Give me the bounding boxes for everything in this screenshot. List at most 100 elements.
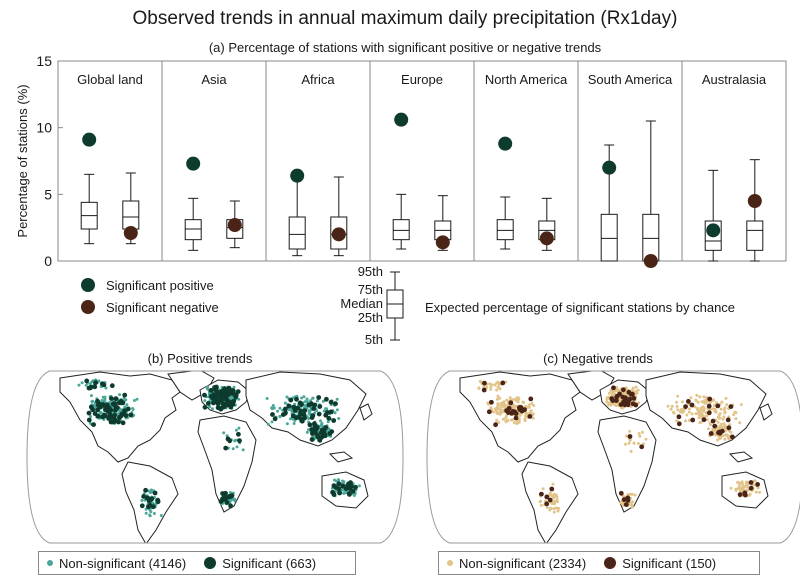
station-nonsignificant	[485, 386, 489, 389]
station-nonsignificant	[722, 408, 726, 412]
station-nonsignificant	[753, 479, 757, 483]
station-nonsignificant	[616, 389, 620, 393]
station-significant	[272, 416, 278, 422]
station-significant	[340, 483, 346, 489]
station-nonsignificant	[666, 404, 670, 408]
station-nonsignificant	[670, 404, 674, 408]
station-significant	[299, 402, 304, 407]
station-significant	[712, 423, 718, 429]
station-significant	[626, 398, 631, 404]
station-significant	[323, 425, 329, 430]
station-nonsignificant	[311, 396, 315, 400]
station-nonsignificant	[530, 402, 534, 405]
station-significant	[623, 502, 629, 507]
chance-box	[80, 173, 98, 245]
station-nonsignificant	[556, 509, 560, 513]
station-significant	[220, 402, 226, 407]
station-nonsignificant	[502, 404, 505, 408]
station-nonsignificant	[606, 396, 610, 400]
station-nonsignificant	[307, 417, 311, 420]
station-nonsignificant	[231, 447, 235, 451]
station-nonsignificant	[477, 386, 481, 390]
chance-box	[434, 195, 452, 251]
station-significant	[690, 417, 696, 423]
station-nonsignificant	[728, 423, 732, 427]
station-significant	[337, 490, 342, 496]
station-nonsignificant	[235, 445, 239, 449]
station-nonsignificant	[489, 387, 493, 391]
station-nonsignificant	[203, 399, 207, 403]
station-significant	[343, 486, 349, 492]
station-nonsignificant	[125, 403, 129, 407]
station-nonsignificant	[636, 442, 640, 445]
station-nonsignificant	[514, 421, 518, 425]
station-nonsignificant	[152, 512, 156, 515]
station-significant	[213, 395, 218, 400]
station-significant	[621, 399, 626, 405]
station-significant	[715, 403, 721, 409]
key-label-95th: 95th	[358, 264, 383, 279]
station-significant	[328, 409, 334, 415]
station-significant	[311, 406, 317, 411]
station-significant	[95, 402, 101, 408]
station-nonsignificant	[698, 395, 702, 399]
station-nonsignificant	[716, 420, 720, 424]
station-nonsignificant	[711, 399, 715, 402]
station-significant	[212, 385, 218, 390]
y-axis: 0 5 10 15	[36, 53, 63, 269]
station-significant	[208, 388, 214, 393]
station-nonsignificant	[684, 419, 687, 423]
legend-negative-marker	[81, 300, 95, 314]
station-significant	[213, 399, 219, 405]
station-significant	[707, 396, 713, 402]
station-nonsignificant	[725, 403, 729, 407]
station-nonsignificant	[709, 423, 712, 427]
station-nonsignificant	[758, 490, 762, 494]
station-significant	[710, 418, 716, 424]
station-nonsignificant	[718, 416, 722, 420]
station-nonsignificant	[512, 397, 516, 401]
station-significant	[481, 387, 487, 393]
panel-b-title: (b) Positive trends	[148, 351, 253, 366]
key-label-75th: 75th	[358, 282, 383, 297]
station-nonsignificant	[100, 399, 104, 402]
station-nonsignificant	[342, 492, 346, 495]
legend-positive-label: Significant positive	[106, 278, 214, 293]
station-nonsignificant	[699, 408, 703, 412]
station-nonsignificant	[552, 507, 556, 511]
station-nonsignificant	[627, 493, 631, 497]
station-significant	[120, 400, 126, 406]
station-significant	[706, 403, 712, 409]
station-significant	[288, 397, 294, 403]
station-significant	[493, 422, 498, 428]
station-nonsignificant	[722, 415, 726, 419]
station-nonsignificant	[278, 414, 282, 418]
station-significant	[621, 497, 627, 503]
station-significant	[223, 445, 229, 451]
station-significant	[90, 407, 95, 413]
station-nonsignificant	[721, 434, 725, 438]
station-nonsignificant	[335, 397, 339, 401]
legend-negative-label: Significant negative	[106, 300, 219, 315]
station-nonsignificant	[108, 400, 112, 404]
station-significant	[101, 382, 107, 388]
station-nonsignificant	[103, 399, 107, 403]
station-significant	[686, 399, 691, 404]
region-label: Africa	[301, 72, 335, 87]
key-label-25th: 25th	[358, 310, 383, 325]
station-nonsignificant	[746, 481, 750, 485]
station-significant	[225, 436, 231, 442]
station-nonsignificant	[522, 401, 526, 404]
station-nonsignificant	[713, 403, 716, 407]
station-significant	[631, 396, 637, 401]
station-nonsignificant	[557, 506, 561, 510]
station-significant	[627, 434, 633, 439]
station-significant	[109, 383, 115, 389]
station-nonsignificant	[228, 491, 232, 494]
station-nonsignificant	[702, 395, 706, 399]
box-key-caption: Expected percentage of significant stati…	[425, 300, 735, 315]
station-nonsignificant	[77, 383, 81, 387]
station-significant	[116, 400, 122, 406]
station-significant	[147, 502, 153, 508]
station-nonsignificant	[234, 428, 238, 432]
